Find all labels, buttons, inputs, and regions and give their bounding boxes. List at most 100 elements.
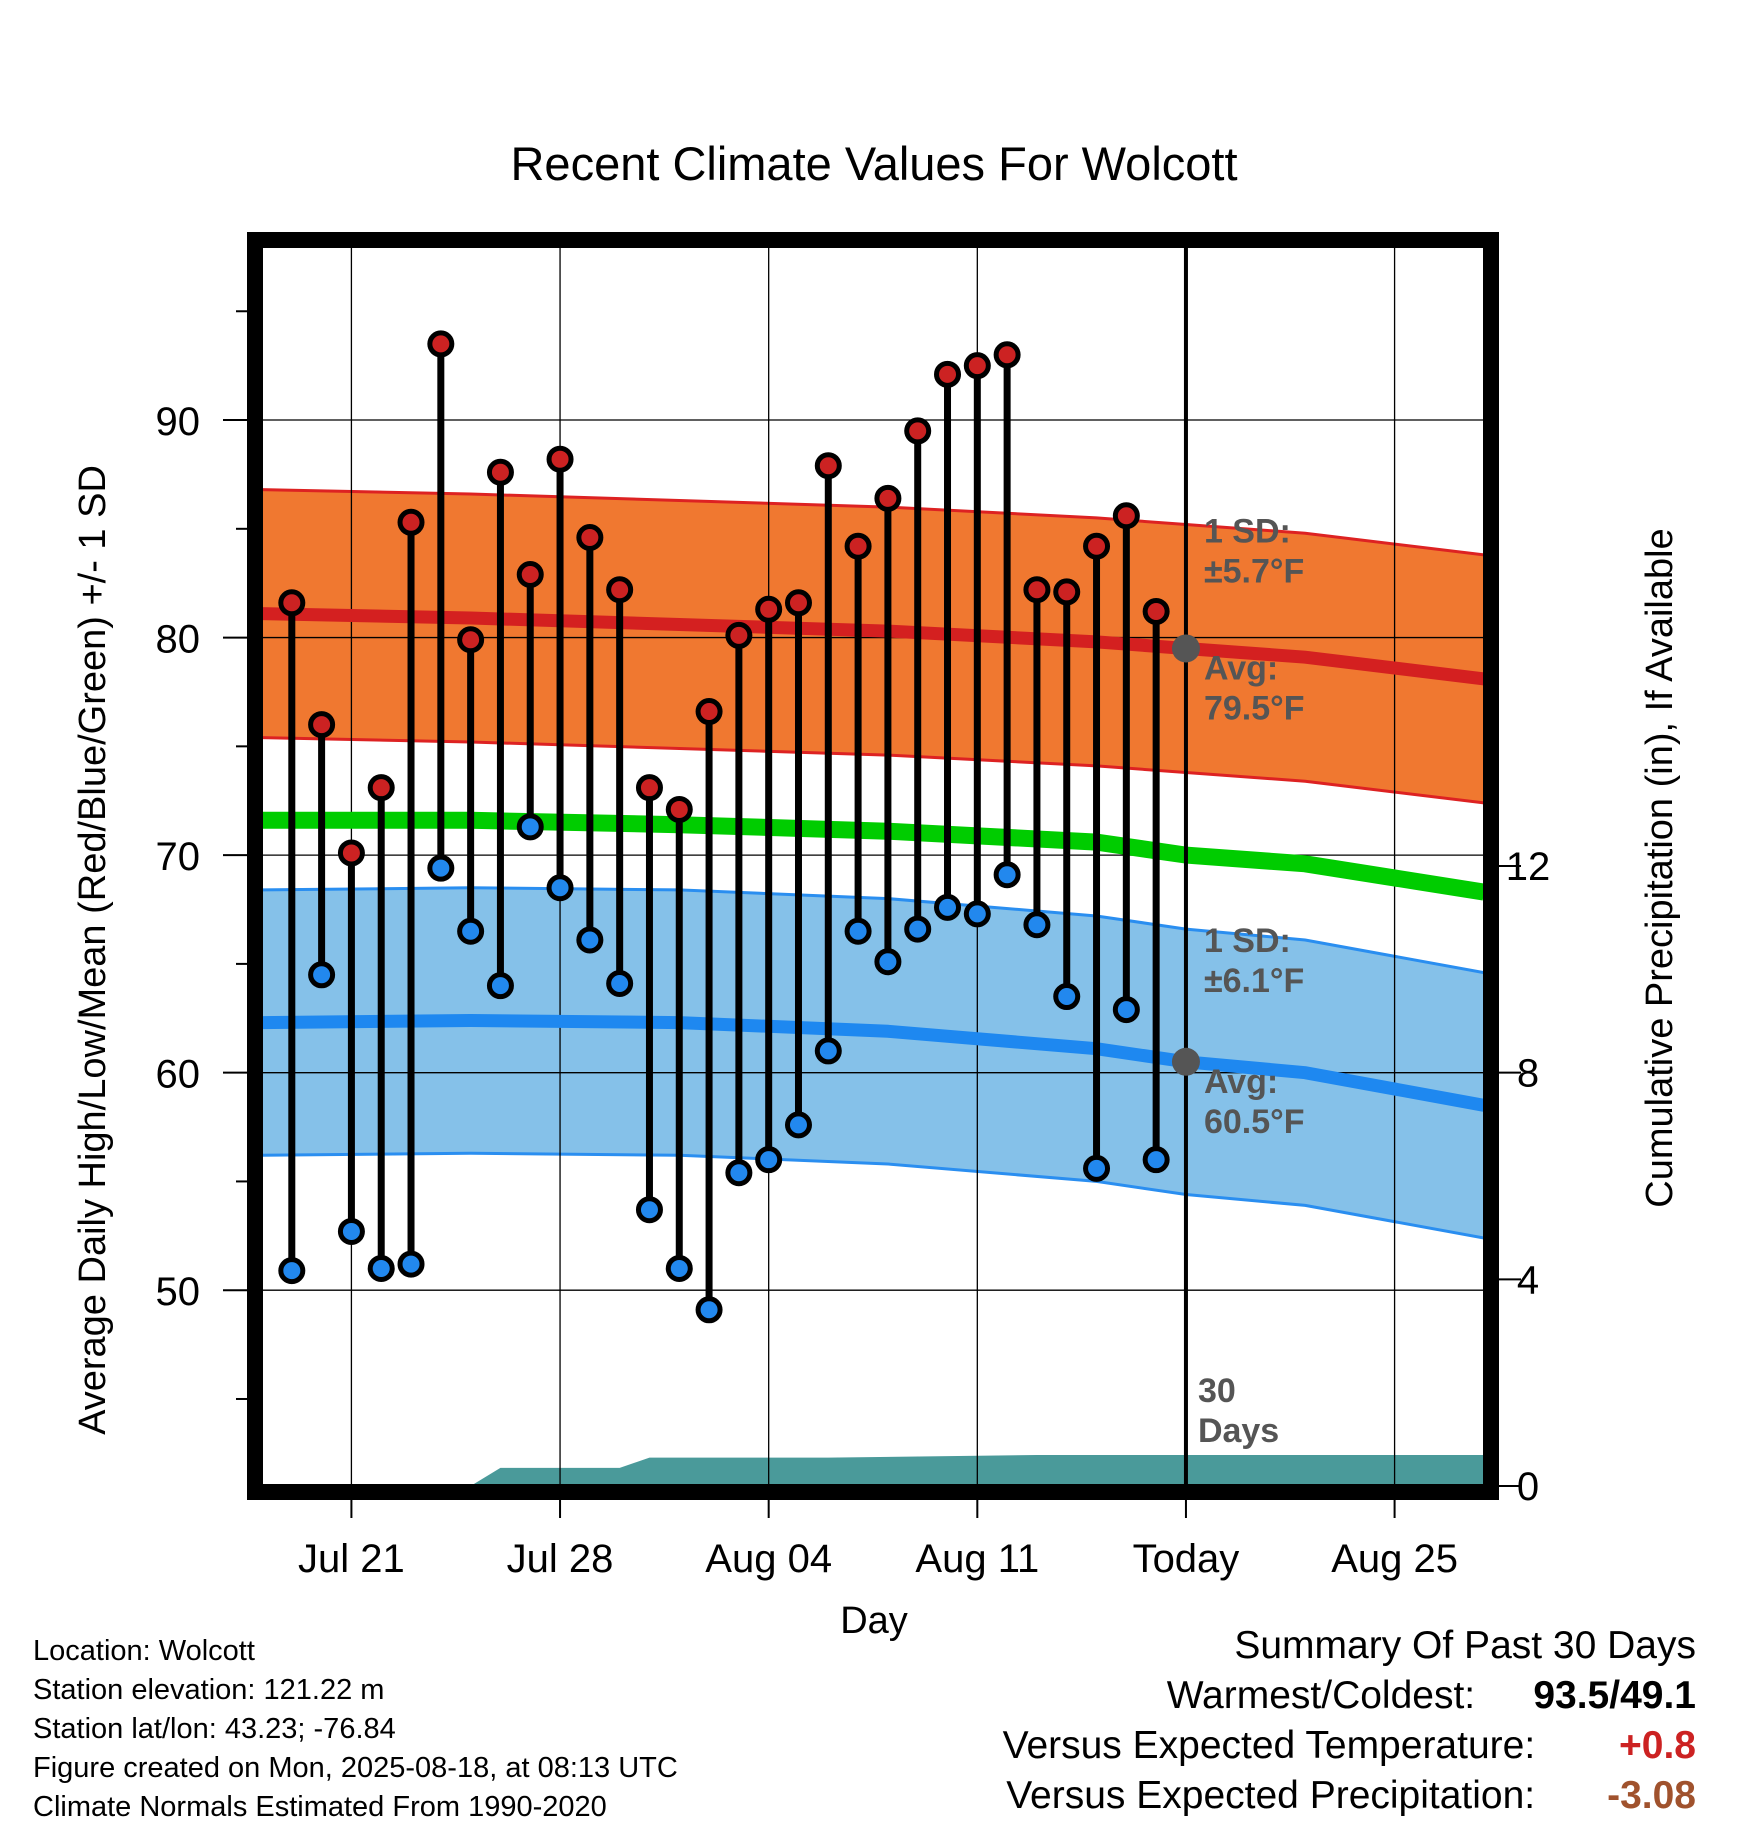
low-temp-point [367, 1254, 395, 1282]
footer-location: Location: Wolcott [33, 1635, 255, 1667]
low-temp-point [874, 948, 902, 976]
high-sd-label: 1 SD: [1204, 512, 1291, 550]
summary-precip-label: Versus Expected Precipitation: [1006, 1774, 1536, 1817]
low-temp-point [1023, 911, 1051, 939]
mean-normal-line [262, 811, 1484, 901]
summary-temp: Versus Expected Temperature: +0.8 [1003, 1724, 1696, 1768]
high-temp-point [784, 589, 812, 617]
y2-tick-label: 4 [1517, 1258, 1539, 1302]
high-temp-point [814, 452, 842, 480]
low-temp-point [665, 1254, 693, 1282]
y2-tick-label: 0 [1517, 1465, 1539, 1509]
summary-precip: Versus Expected Precipitation: -3.08 [1006, 1774, 1696, 1818]
x-tick-label: Aug 04 [705, 1537, 832, 1581]
low-band-lower-edge [262, 1151, 1484, 1240]
high-temp-point [874, 484, 902, 512]
x-tick-label: Aug 11 [915, 1537, 1039, 1581]
high-temp-point [576, 524, 604, 552]
high-temp-point [457, 626, 485, 654]
low-temp-point [814, 1037, 842, 1065]
x-tick-label: Today [1133, 1537, 1240, 1581]
high-normal-line [262, 607, 1484, 686]
low-temp-point [635, 1196, 663, 1224]
low-temp-point [1083, 1154, 1111, 1182]
high-temp-point [278, 589, 306, 617]
high-temp-point [844, 532, 872, 560]
y-tick-label: 60 [156, 1053, 201, 1097]
low-temp-point [486, 972, 514, 1000]
high-band-upper-edge [262, 488, 1484, 557]
high-temp-point [993, 341, 1021, 369]
high-temp-point [934, 360, 962, 388]
high-temp-point [665, 795, 693, 823]
summary-warm-cold-label: Warmest/Coldest: [1166, 1674, 1476, 1717]
high-temp-point [1083, 532, 1111, 560]
high-sd-value: ±5.7°F [1204, 552, 1304, 590]
high-band-lower-edge [262, 736, 1484, 805]
summary-temp-value: +0.8 [1619, 1724, 1696, 1767]
summary-warm-cold-value: 93.5/49.1 [1533, 1674, 1696, 1717]
today-high-avg-marker [1171, 634, 1200, 663]
low-temp-point [904, 915, 932, 943]
low-band-upper-edge [262, 886, 1484, 975]
low-temp-point [278, 1257, 306, 1285]
low-temp-point [546, 874, 574, 902]
y2-tick-label: 12 [1506, 845, 1551, 889]
low-temp-point [755, 1146, 783, 1174]
low-sd-band [262, 887, 1484, 1238]
low-temp-point [725, 1159, 753, 1187]
footer-normals: Climate Normals Estimated From 1990-2020 [33, 1791, 607, 1823]
low-temp-point [695, 1296, 723, 1324]
footer-created: Figure created on Mon, 2025-08-18, at 08… [33, 1752, 678, 1784]
high-temp-point [963, 352, 991, 380]
low-temp-point [457, 917, 485, 945]
high-temp-point [1112, 502, 1140, 530]
low-temp-point [576, 926, 604, 954]
days-marker-number: 30 [1198, 1372, 1236, 1410]
y-tick-label: 70 [156, 835, 201, 879]
high-temp-point [1023, 576, 1051, 604]
today-low-avg-marker [1171, 1047, 1200, 1076]
high-sd-band [262, 489, 1484, 803]
high-temp-point [397, 508, 425, 536]
low-sd-value: ±6.1°F [1204, 962, 1304, 1000]
y-tick-label: 90 [156, 400, 201, 444]
low-temp-point [844, 917, 872, 945]
low-temp-point [516, 813, 544, 841]
low-temp-point [1053, 983, 1081, 1011]
high-avg-value: 79.5°F [1204, 689, 1305, 727]
low-temp-point [397, 1250, 425, 1278]
low-temp-point [606, 969, 634, 997]
high-temp-point [635, 774, 663, 802]
x-tick-label: Aug 25 [1331, 1537, 1458, 1581]
high-temp-point [755, 595, 783, 623]
precip-area [262, 1455, 1484, 1486]
y2-axis-title: Cumulative Precipitation (in), If Availa… [1639, 528, 1681, 1207]
x-tick-label: Jul 21 [298, 1537, 405, 1581]
low-temp-point [337, 1217, 365, 1245]
high-temp-point [725, 621, 753, 649]
low-temp-point [308, 961, 336, 989]
high-temp-point [427, 330, 455, 358]
footer-latlon: Station lat/lon: 43.23; -76.84 [33, 1713, 396, 1745]
high-temp-point [486, 458, 514, 486]
summary-warm-cold: Warmest/Coldest: 93.5/49.1 [1167, 1674, 1696, 1718]
x-tick-label: Jul 28 [507, 1537, 614, 1581]
low-sd-label: 1 SD: [1204, 922, 1291, 960]
plot-frame [247, 232, 1499, 1500]
low-temp-point [1142, 1146, 1170, 1174]
plot-interior [262, 246, 1484, 1486]
low-temp-point [993, 861, 1021, 889]
y-axis-title: Average Daily High/Low/Mean (Red/Blue/Gr… [72, 465, 114, 1435]
high-temp-point [337, 839, 365, 867]
high-temp-point [1053, 578, 1081, 606]
y-tick-label: 80 [156, 618, 201, 662]
x-axis-title: Day [840, 1600, 908, 1642]
high-temp-point [904, 417, 932, 445]
low-temp-point [1112, 996, 1140, 1024]
low-normal-line [262, 1013, 1484, 1112]
low-temp-point [934, 893, 962, 921]
low-avg-value: 60.5°F [1204, 1103, 1305, 1141]
high-temp-point [695, 698, 723, 726]
